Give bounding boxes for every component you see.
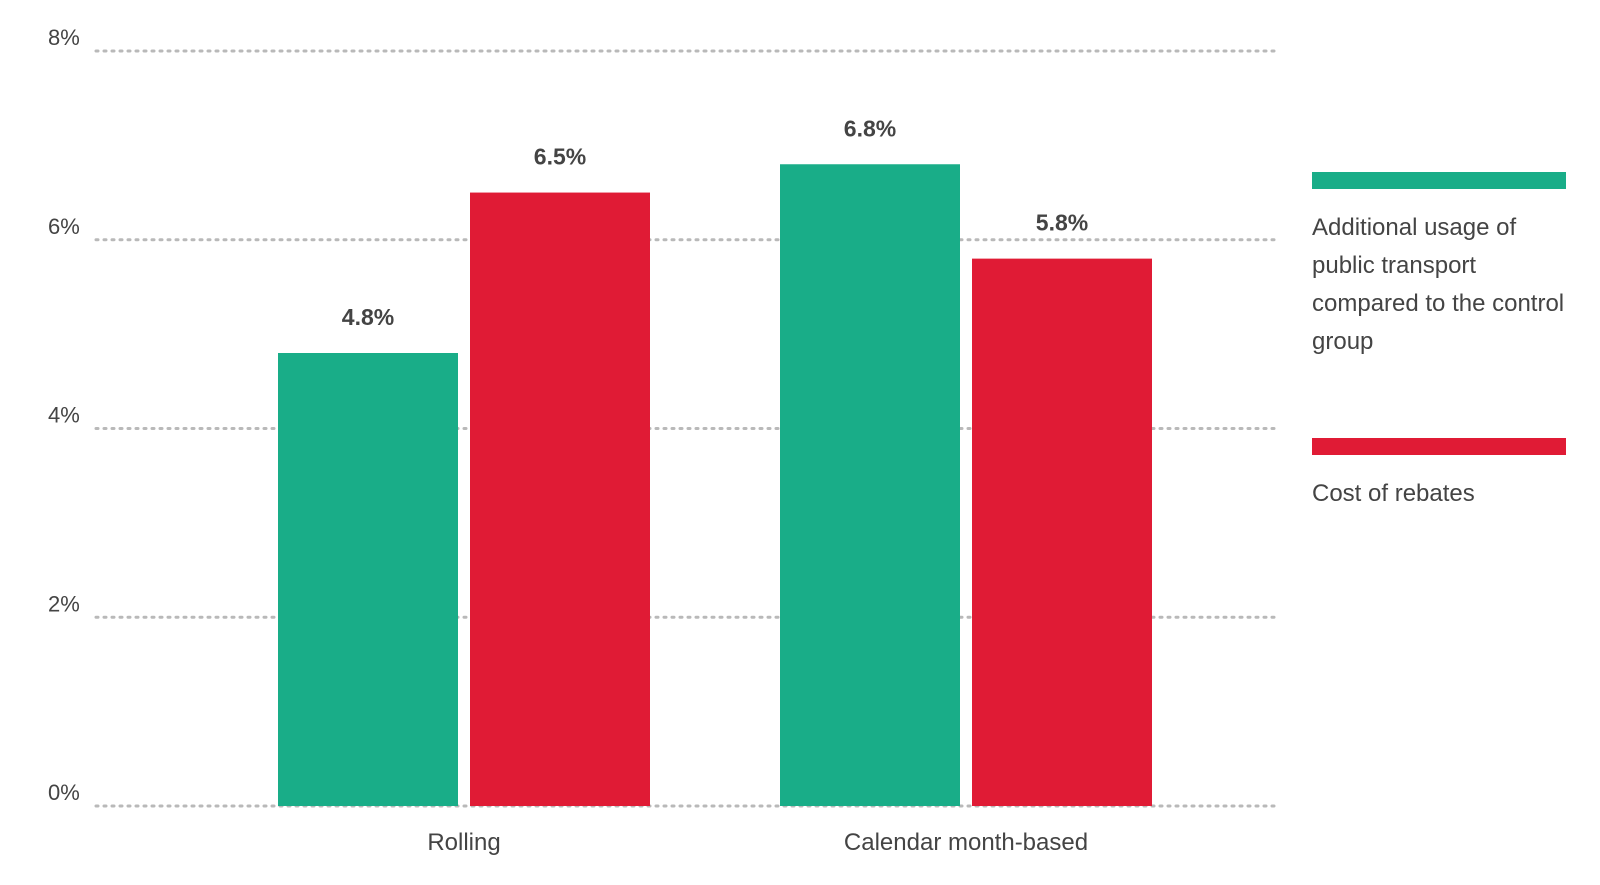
y-tick-label: 6%	[48, 214, 80, 239]
legend-item-cost-of-rebates: Cost of rebates	[1312, 438, 1568, 513]
bar	[780, 164, 960, 806]
value-labels: 4.8% 6.5% 6.8% 5.8%	[342, 115, 1088, 330]
bar-value-label: 6.8%	[844, 115, 896, 141]
category-label: Rolling	[427, 829, 500, 856]
y-tick-label: 8%	[48, 25, 80, 50]
y-tick-label: 2%	[48, 591, 80, 616]
x-axis-category-labels: Rolling Calendar month-based	[427, 829, 1088, 856]
bar-value-label: 4.8%	[342, 304, 394, 330]
y-tick-label: 0%	[48, 780, 80, 805]
bar	[972, 258, 1152, 806]
y-tick-label: 4%	[48, 403, 80, 428]
bar-value-label: 6.5%	[534, 144, 586, 170]
category-label: Calendar month-based	[844, 829, 1088, 856]
bar-value-label: 5.8%	[1036, 210, 1088, 236]
legend-swatch-cost-of-rebates	[1312, 438, 1566, 455]
legend-label-additional-usage: Additional usage of public transport com…	[1312, 214, 1565, 355]
y-axis-ticks: 0% 2% 4% 6% 8%	[48, 25, 80, 805]
bars	[278, 164, 1152, 806]
bar	[278, 353, 458, 806]
legend-item-additional-usage: Additional usage of public transport com…	[1312, 172, 1568, 361]
bar	[470, 192, 650, 806]
legend-swatch-additional-usage	[1312, 172, 1566, 189]
legend-label-cost-of-rebates: Cost of rebates	[1312, 480, 1475, 507]
legend: Additional usage of public transport com…	[1312, 172, 1568, 513]
